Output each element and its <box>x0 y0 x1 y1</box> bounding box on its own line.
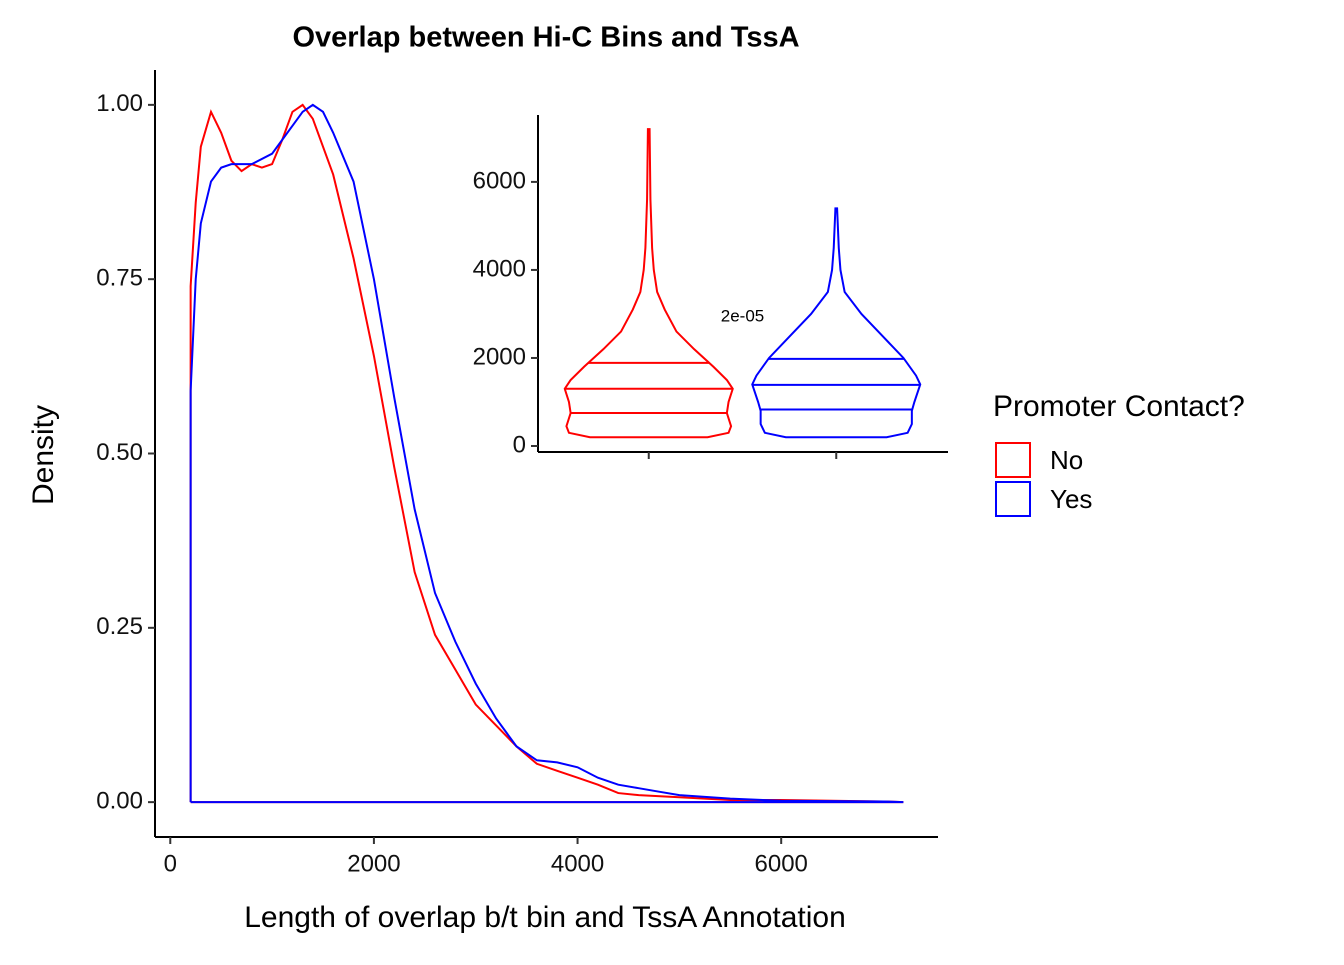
density-line <box>189 103 904 804</box>
y-tick-label: 0.50 <box>96 439 143 466</box>
violin <box>563 128 734 439</box>
legend-title: Promoter Contact? <box>993 390 1245 423</box>
x-tick-label: 0 <box>164 850 177 877</box>
x-tick-label: 6000 <box>755 850 808 877</box>
legend-label: No <box>1050 445 1083 475</box>
violin <box>751 207 922 439</box>
x-tick-label: 2000 <box>347 850 400 877</box>
density-line <box>189 103 904 804</box>
chart-title: Overlap between Hi-C Bins and TssA <box>292 22 799 54</box>
x-axis-label: Length of overlap b/t bin and TssA Annot… <box>244 901 846 934</box>
legend-key <box>995 442 1031 478</box>
legend-key <box>995 481 1031 517</box>
x-tick-label: 4000 <box>551 850 604 877</box>
inset-y-tick-label: 6000 <box>473 167 526 194</box>
inset-y-tick-label: 0 <box>513 431 526 458</box>
inset-annotation: 2e-05 <box>721 306 764 325</box>
legend-label: Yes <box>1050 484 1092 514</box>
y-tick-label: 0.25 <box>96 613 143 640</box>
y-tick-label: 1.00 <box>96 90 143 117</box>
inset-y-tick-label: 4000 <box>473 255 526 282</box>
y-tick-label: 0.75 <box>96 265 143 292</box>
y-axis-label: Density <box>27 405 60 505</box>
y-tick-label: 0.00 <box>96 787 143 814</box>
inset-y-tick-label: 2000 <box>473 343 526 370</box>
